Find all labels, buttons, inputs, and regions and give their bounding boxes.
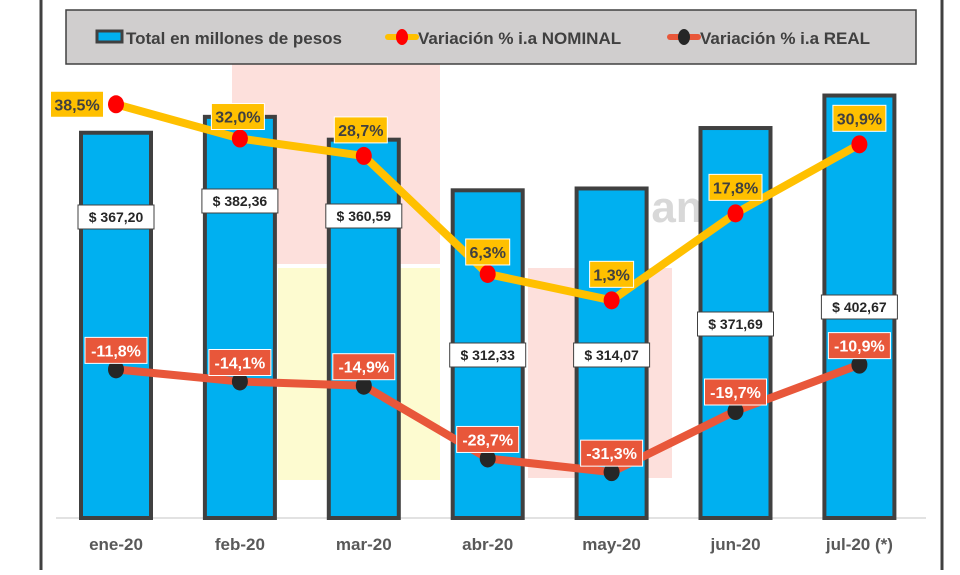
bar-data-label: $ 367,20	[77, 204, 155, 230]
legend-label-nominal: Variación % i.a NOMINAL	[418, 29, 621, 48]
svg-text:32,0%: 32,0%	[215, 110, 260, 127]
x-tick-label: may-20	[582, 535, 641, 554]
bar-data-label: $ 314,07	[573, 342, 651, 368]
real-data-label: -28,7%	[456, 425, 520, 453]
bar-data-label: $ 382,36	[201, 188, 279, 214]
x-tick-label: feb-20	[215, 535, 265, 554]
nominal-marker	[231, 129, 248, 148]
svg-text:$ 382,36: $ 382,36	[213, 193, 268, 209]
svg-text:$ 314,07: $ 314,07	[584, 347, 639, 363]
svg-text:$ 402,67: $ 402,67	[832, 299, 887, 315]
legend-real-marker	[678, 29, 690, 45]
nominal-marker	[851, 135, 868, 154]
svg-text:1,3%: 1,3%	[593, 267, 629, 284]
svg-text:6,3%: 6,3%	[469, 245, 505, 262]
svg-text:$ 371,69: $ 371,69	[708, 316, 763, 332]
real-marker	[231, 372, 248, 391]
svg-text:28,7%: 28,7%	[338, 123, 383, 140]
svg-text:$ 367,20: $ 367,20	[89, 209, 144, 225]
nominal-marker	[355, 146, 372, 165]
bar-data-label: $ 312,33	[449, 342, 527, 368]
real-data-label: -14,9%	[332, 353, 396, 381]
svg-text:$ 312,33: $ 312,33	[460, 347, 515, 363]
svg-text:-11,8%: -11,8%	[91, 343, 141, 360]
nominal-marker	[108, 95, 124, 114]
x-tick-label: mar-20	[336, 535, 392, 554]
bar-feb-20	[202, 114, 277, 520]
nominal-marker	[479, 264, 496, 283]
bar-ene-20	[79, 130, 153, 520]
x-tick-label: jul-20 (*)	[825, 535, 893, 554]
svg-text:-14,9%: -14,9%	[338, 360, 389, 377]
real-data-label: -11,8%	[84, 336, 148, 364]
bar-mar-20	[326, 137, 401, 521]
real-data-label: -14,1%	[208, 348, 272, 376]
svg-text:-10,9%: -10,9%	[834, 339, 885, 356]
bar-data-label: $ 360,59	[325, 203, 403, 229]
svg-text:-28,7%: -28,7%	[462, 432, 513, 449]
nominal-data-label: 32,0%	[210, 103, 265, 131]
svg-text:-31,3%: -31,3%	[586, 446, 637, 463]
nominal-data-label: 1,3%	[589, 260, 635, 288]
svg-text:-19,7%: -19,7%	[710, 385, 761, 402]
nominal-data-label: 30,9%	[832, 104, 887, 132]
nominal-marker	[603, 291, 620, 310]
real-marker	[727, 402, 744, 421]
nominal-data-label: 17,8%	[708, 173, 763, 201]
nominal-data-label: 28,7%	[333, 116, 388, 144]
real-marker	[108, 360, 124, 379]
real-marker	[355, 376, 372, 395]
real-marker	[603, 463, 620, 482]
real-marker	[479, 449, 496, 468]
nominal-data-label: 6,3%	[465, 238, 511, 266]
real-marker	[851, 355, 868, 374]
x-tick-label: jun-20	[709, 535, 760, 554]
legend-nominal-marker	[396, 29, 408, 45]
svg-text:30,9%: 30,9%	[837, 111, 882, 128]
legend-label-total: Total en millones de pesos	[126, 29, 342, 48]
x-tick-label: abr-20	[462, 535, 513, 554]
legend-label-real: Variación % i.a REAL	[700, 29, 870, 48]
x-tick-label: ene-20	[89, 535, 143, 554]
svg-text:-14,1%: -14,1%	[215, 355, 266, 372]
svg-text:$ 360,59: $ 360,59	[337, 208, 392, 224]
real-data-label: -10,9%	[827, 332, 891, 360]
svg-text:38,5%: 38,5%	[54, 97, 99, 114]
bar-data-label: $ 371,69	[697, 311, 774, 337]
svg-text:17,8%: 17,8%	[713, 180, 758, 197]
bar-data-label: $ 402,67	[820, 294, 898, 320]
real-data-label: -19,7%	[704, 378, 767, 406]
real-data-label: -31,3%	[580, 439, 644, 467]
nominal-marker	[727, 204, 744, 223]
legend-bar-swatch	[95, 29, 124, 44]
nominal-data-label: 38,5%	[50, 90, 104, 118]
legend: Total en millones de pesos Variación % i…	[65, 9, 917, 65]
